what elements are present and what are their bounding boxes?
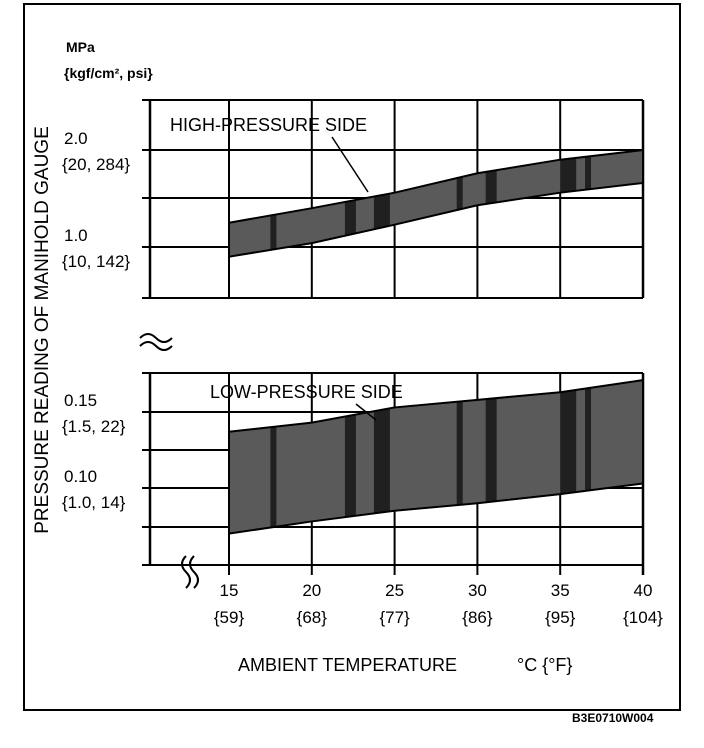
figure-code: B3E0710W004 [572, 711, 654, 725]
x-tick-label: 30 [468, 581, 487, 600]
band-outline [228, 378, 644, 535]
x-tick-label-f: {104} [623, 608, 663, 627]
axis-break-x-icon [181, 555, 199, 589]
band-stripe [485, 380, 497, 534]
x-tick-label: 40 [634, 581, 653, 600]
low-pressure-label: LOW-PRESSURE SIDE [210, 382, 403, 402]
band-stripe [456, 380, 463, 534]
y-unit-mpa: MPa [66, 39, 95, 55]
band-outline [228, 148, 644, 258]
x-tick-label-f: {68} [297, 608, 328, 627]
band-stripe [485, 150, 497, 257]
x-tick-label: 35 [551, 581, 570, 600]
y-tick-label: 1.0 [64, 226, 88, 245]
band-stripe [270, 380, 277, 534]
band-stripe [585, 380, 592, 534]
x-axis-title: AMBIENT TEMPERATURE [238, 655, 457, 675]
y-unit-secondary: {kgf/cm², psi} [64, 65, 153, 81]
x-tick-label-f: {86} [462, 608, 493, 627]
high-pressure-pointer [331, 136, 369, 193]
y-axis-title: PRESSURE READING OF MANIHOLD GAUGE [32, 126, 53, 534]
band-stripe [560, 380, 577, 534]
high-pressure-label: HIGH-PRESSURE SIDE [170, 115, 367, 135]
y-tick-label: 2.0 [64, 129, 88, 148]
x-tick-label: 15 [220, 581, 239, 600]
bands [228, 148, 644, 535]
y-tick-sublabel: {1.5, 22} [62, 417, 126, 436]
x-tick-label-f: {77} [379, 608, 410, 627]
band-stripe [373, 150, 390, 257]
outer-frame [23, 3, 681, 711]
ticks: 2.0 {20, 284} 1.0 {10, 142} 0.15 {1.5, 22} 0.1… [62, 129, 663, 627]
low-pressure-band [229, 380, 643, 534]
y-tick-sublabel: {20, 284} [62, 155, 130, 174]
y-tick-sublabel: {1.0, 14} [62, 493, 126, 512]
band-stripe [344, 380, 356, 534]
x-tick-label-f: {59} [214, 608, 245, 627]
low-pressure-pointer [355, 403, 377, 421]
labels: HIGH-PRESSURE SIDE LOW-PRESSURE SIDE [170, 115, 403, 421]
x-tick-label: 25 [385, 581, 404, 600]
x-axis-unit: °C {°F} [517, 655, 572, 675]
band-stripe [456, 150, 463, 257]
high-pressure-band [229, 150, 643, 257]
y-tick-label: 0.15 [64, 391, 97, 410]
band-stripe [344, 150, 356, 257]
axis-break-y-icon [139, 333, 173, 351]
y-tick-label: 0.10 [64, 467, 97, 486]
x-tick-label: 20 [302, 581, 321, 600]
x-tick-label-f: {95} [545, 608, 576, 627]
y-tick-sublabel: {10, 142} [62, 252, 130, 271]
band-stripe [373, 380, 390, 534]
